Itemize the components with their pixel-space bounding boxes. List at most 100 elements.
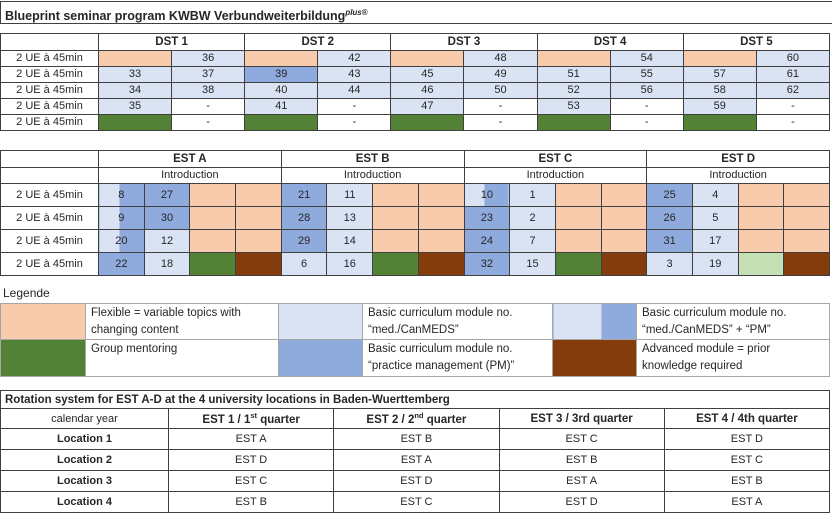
dst-cell: 40 bbox=[244, 82, 319, 99]
dst-cell bbox=[536, 114, 611, 131]
rotation-quarter-header-4: EST 4 / 4th quarter bbox=[663, 408, 831, 429]
ue-row-label: 2 UE à 45min bbox=[0, 98, 99, 115]
dst-cell: 43 bbox=[317, 66, 392, 83]
ue-row-label: 2 UE à 45min bbox=[0, 50, 99, 67]
est-cell: 25 bbox=[646, 183, 693, 207]
dst-cell: - bbox=[463, 98, 538, 115]
ue-row-label: 2 UE à 45min bbox=[0, 206, 99, 230]
ue-row-label: 2 UE à 45min bbox=[0, 66, 99, 83]
dst-corner-cell bbox=[0, 33, 99, 51]
rotation-location-label: Location 4 bbox=[0, 491, 169, 513]
dst-cell: - bbox=[755, 114, 831, 131]
dst-header-1: DST 1 bbox=[97, 33, 246, 51]
est-cell bbox=[737, 206, 785, 230]
dst-cell: 37 bbox=[171, 66, 246, 83]
rotation-cell: EST C bbox=[333, 491, 500, 513]
est-cell bbox=[600, 183, 648, 207]
rotation-cell: EST A bbox=[333, 449, 500, 471]
est-cell bbox=[600, 252, 648, 276]
legend-text: Basic curriculum module no. “med./CanMED… bbox=[636, 302, 830, 341]
dst-cell: - bbox=[609, 98, 684, 115]
est-header-b: EST B bbox=[280, 150, 465, 168]
legend-swatch-lb bbox=[278, 302, 363, 341]
dst-cell: 56 bbox=[609, 82, 684, 99]
rotation-location-label: Location 1 bbox=[0, 428, 169, 450]
dst-header-5: DST 5 bbox=[682, 33, 831, 51]
ue-row-label: 2 UE à 45min bbox=[0, 229, 99, 253]
est-cell: 29 bbox=[280, 229, 328, 253]
est-cell bbox=[189, 183, 237, 207]
est-cell bbox=[783, 252, 830, 276]
dst-cell: - bbox=[463, 114, 538, 131]
est-cell: 27 bbox=[143, 183, 191, 207]
dst-cell bbox=[682, 50, 757, 67]
rotation-cell: EST A bbox=[498, 470, 665, 492]
est-cell: 16 bbox=[326, 252, 374, 276]
est-cell bbox=[372, 229, 419, 253]
rotation-cell: EST C bbox=[663, 449, 831, 471]
est-schedule-table: EST A EST B EST C EST D Introduction Introduc… bbox=[0, 150, 830, 276]
ue-row-label: 2 UE à 45min bbox=[0, 183, 99, 207]
est-header-d: EST D bbox=[646, 150, 830, 168]
est-cell: 26 bbox=[646, 206, 693, 230]
dst-cell: - bbox=[317, 114, 392, 131]
legend-swatch-gr bbox=[0, 339, 86, 377]
dst-cell: 46 bbox=[390, 82, 465, 99]
est-cell: 23 bbox=[463, 206, 511, 230]
dst-cell: 36 bbox=[171, 50, 246, 67]
dst-cell bbox=[536, 50, 611, 67]
est-cell bbox=[554, 183, 602, 207]
est-cell bbox=[235, 229, 282, 253]
est-cell bbox=[600, 206, 648, 230]
dst-cell: 41 bbox=[244, 98, 319, 115]
est-introduction-cell: Introduction bbox=[646, 167, 830, 184]
dst-cell: 49 bbox=[463, 66, 538, 83]
dst-cell: - bbox=[755, 98, 831, 115]
est-cell bbox=[235, 183, 282, 207]
legend-swatch-or bbox=[0, 302, 86, 341]
dst-header-3: DST 3 bbox=[390, 33, 538, 51]
rotation-cell: EST D bbox=[663, 428, 831, 450]
est-cell bbox=[417, 183, 465, 207]
est-cell: 24 bbox=[463, 229, 511, 253]
rotation-cell: EST C bbox=[498, 428, 665, 450]
rotation-cell: EST B bbox=[333, 428, 500, 450]
est-intro-corner-cell bbox=[0, 167, 99, 184]
est-cell: 30 bbox=[143, 206, 191, 230]
ue-row-label: 2 UE à 45min bbox=[0, 114, 99, 131]
dst-cell: 59 bbox=[682, 98, 757, 115]
legend-heading: Legende bbox=[3, 286, 50, 300]
rotation-cell: EST C bbox=[167, 470, 335, 492]
est-cell: 9 bbox=[98, 206, 145, 230]
est-cell bbox=[737, 229, 785, 253]
dst-cell: 61 bbox=[755, 66, 831, 83]
rotation-cell: EST D bbox=[167, 449, 335, 471]
est-cell bbox=[737, 183, 785, 207]
est-cell bbox=[783, 206, 830, 230]
dst-cell: 34 bbox=[97, 82, 173, 99]
ue-row-label: 2 UE à 45min bbox=[0, 252, 99, 276]
est-cell bbox=[372, 206, 419, 230]
est-cell: 1 bbox=[509, 183, 556, 207]
dst-cell: 47 bbox=[390, 98, 465, 115]
dst-cell bbox=[390, 114, 465, 131]
est-cell bbox=[235, 206, 282, 230]
dst-cell bbox=[244, 50, 319, 67]
dst-cell bbox=[244, 114, 319, 131]
dst-cell: 42 bbox=[317, 50, 392, 67]
est-cell: 6 bbox=[280, 252, 328, 276]
legend-text: Basic curriculum module no. “med./CanMED… bbox=[362, 302, 553, 341]
legend-swatch-sp bbox=[552, 302, 637, 341]
dst-cell: 60 bbox=[755, 50, 831, 67]
dst-cell: 53 bbox=[536, 98, 611, 115]
dst-cell: 50 bbox=[463, 82, 538, 99]
document-title-text: Blueprint seminar program KWBW Verbundwe… bbox=[5, 9, 346, 24]
rotation-cell: EST B bbox=[498, 449, 665, 471]
rotation-quarter-header-3: EST 3 / 3rd quarter bbox=[498, 408, 665, 429]
est-cell bbox=[372, 183, 419, 207]
est-cell: 8 bbox=[98, 183, 145, 207]
dst-cell: 52 bbox=[536, 82, 611, 99]
rotation-title: Rotation system for EST A-D at the 4 uni… bbox=[0, 390, 830, 409]
rotation-location-label: Location 2 bbox=[0, 449, 169, 471]
est-cell: 20 bbox=[98, 229, 145, 253]
